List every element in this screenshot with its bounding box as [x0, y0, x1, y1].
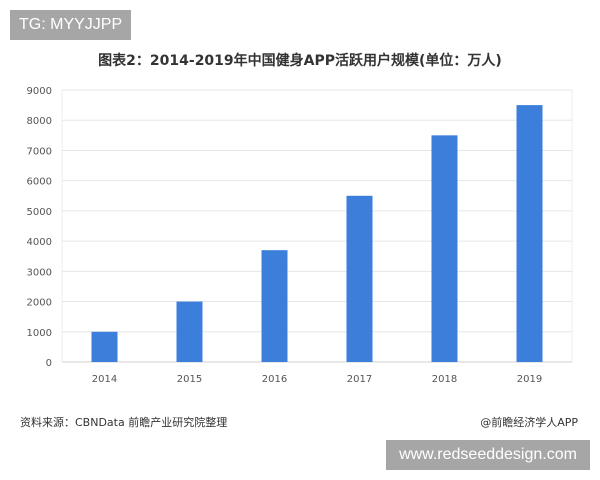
x-tick-label: 2014 [92, 374, 117, 385]
bar-2014 [91, 331, 118, 362]
bar-2018 [431, 135, 458, 362]
bar-2015 [176, 301, 203, 362]
y-tick-label: 1000 [27, 328, 52, 339]
y-tick-label: 0 [46, 358, 52, 369]
bar-2017 [346, 195, 373, 362]
x-tick-label: 2017 [347, 374, 372, 385]
y-tick-label: 8000 [27, 116, 52, 127]
y-tick-label: 5000 [27, 207, 52, 218]
y-tick-label: 4000 [27, 237, 52, 248]
y-tick-label: 3000 [27, 267, 52, 278]
bar-2016 [261, 250, 288, 362]
source-note: 资料来源：CBNData 前瞻产业研究院整理 [20, 416, 228, 429]
x-tick-label: 2016 [262, 374, 287, 385]
credit-note: @前瞻经济学人APP [480, 416, 578, 429]
chart-title: 图表2：2014-2019年中国健身APP活跃用户规模(单位：万人) [98, 53, 502, 69]
y-tick-label: 7000 [27, 146, 52, 157]
site-watermark: www.redseeddesign.com [386, 440, 590, 470]
y-tick-label: 6000 [27, 177, 52, 188]
plot-area [61, 89, 573, 363]
y-tick-label: 2000 [27, 298, 52, 309]
bar-2019 [516, 105, 543, 362]
y-tick-label: 9000 [27, 86, 52, 97]
x-tick-label: 2019 [517, 374, 542, 385]
x-tick-label: 2015 [177, 374, 202, 385]
x-tick-label: 2018 [432, 374, 457, 385]
watermark-tag: TG: MYYJJPP [10, 10, 132, 40]
